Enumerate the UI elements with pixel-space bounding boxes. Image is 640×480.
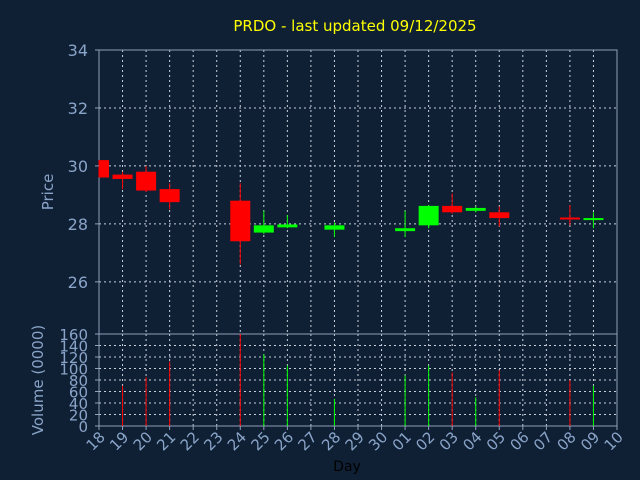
volume-tick-label: 120: [59, 349, 88, 367]
candle-body: [442, 205, 463, 213]
volume-tick-label: 0: [78, 418, 88, 436]
candle-body: [465, 207, 486, 211]
price-grid: [99, 50, 617, 334]
volume-axis-label: Volume (0000): [29, 325, 47, 435]
day-axis-label: Day: [333, 459, 361, 475]
candle-body: [112, 174, 133, 179]
price-tick-label: 34: [68, 41, 88, 60]
chart-title: PRDO - last updated 09/12/2025: [233, 17, 476, 35]
candle-body: [324, 225, 345, 230]
candle-body: [489, 212, 510, 219]
volume-tick-label: 80: [69, 372, 88, 390]
volume-tick-label: 20: [69, 407, 88, 425]
candle-body: [559, 217, 580, 220]
price-tick-label: 28: [68, 215, 88, 234]
candle-body: [418, 205, 439, 226]
price-axis-ticks: 26 28 30 32 34: [68, 41, 99, 292]
volume-tick-label: 140: [59, 338, 88, 356]
price-tick-label: 26: [68, 273, 88, 292]
candle-body: [99, 160, 109, 178]
candle-body: [253, 225, 274, 233]
candle-body: [159, 189, 180, 203]
price-tick-label: 32: [68, 99, 88, 118]
volume-tick-label: 160: [59, 326, 88, 344]
day-axis-ticks: 1819202122232425262728293001020304050607…: [83, 426, 627, 454]
candle-body: [277, 224, 298, 228]
candle-body: [395, 228, 416, 232]
price-tick-label: 30: [68, 157, 88, 176]
volume-tick-label: 60: [69, 384, 88, 402]
volume-tick-label: 100: [59, 361, 88, 379]
candle-body: [136, 171, 157, 191]
candle-body: [230, 200, 251, 242]
volume-series: [122, 334, 594, 426]
volume-tick-label: 40: [69, 395, 88, 413]
candle-body: [583, 218, 604, 221]
price-axis-label: Price: [39, 174, 57, 211]
candlestick-series: [98, 160, 604, 265]
